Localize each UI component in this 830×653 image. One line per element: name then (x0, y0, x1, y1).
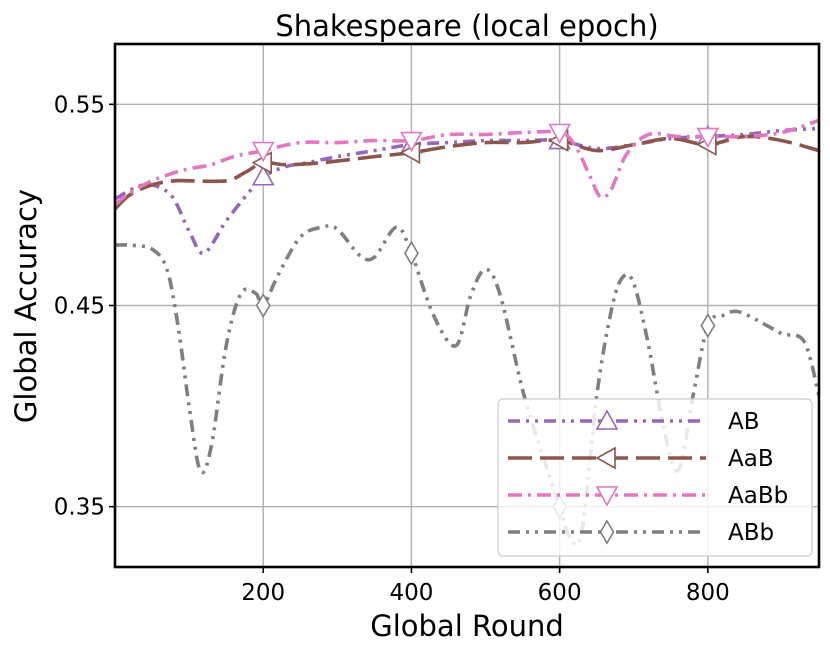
tick-layer: 200 400 600 800 0.35 0.45 0.55 (54, 92, 730, 606)
legend-entry-ab: AB (508, 409, 760, 435)
legend-marker (595, 486, 619, 507)
legend-entry-aab: AaB (508, 446, 774, 472)
y-tick-label: 0.35 (54, 495, 105, 521)
series-aabb (115, 118, 819, 207)
x-tick-label: 200 (241, 580, 285, 606)
x-tick-label: 400 (389, 580, 433, 606)
x-tick-label: 800 (686, 580, 730, 606)
series-marker (700, 313, 716, 339)
series-marker (696, 127, 720, 149)
series-marker (400, 131, 423, 153)
series-marker (403, 240, 419, 266)
legend-label: AaB (728, 446, 774, 472)
legend-box (497, 398, 813, 557)
legend-entry-abb: ABb (508, 519, 774, 546)
series-line (115, 118, 819, 207)
series-marker (251, 141, 275, 163)
legend: AB AaB AaBb ABb (497, 398, 813, 557)
series-line (115, 126, 819, 256)
legend-label: ABb (728, 520, 774, 546)
series-marker (548, 123, 571, 145)
series-marker (255, 292, 271, 319)
legend-marker (595, 409, 619, 430)
legend-marker (595, 446, 616, 470)
legend-label: AB (728, 409, 760, 435)
legend-label: AaBb (728, 483, 788, 509)
x-tick-label: 600 (538, 580, 582, 606)
chart-title: Shakespeare (local epoch) (275, 9, 658, 43)
y-tick-label: 0.45 (54, 294, 105, 320)
legend-entry-aabb: AaBb (508, 483, 788, 509)
legend-marker (599, 519, 615, 545)
x-axis-label: Global Round (370, 609, 563, 643)
y-axis-label: Global Accuracy (9, 189, 43, 423)
series-marker (251, 165, 275, 186)
y-tick-label: 0.55 (54, 92, 105, 118)
